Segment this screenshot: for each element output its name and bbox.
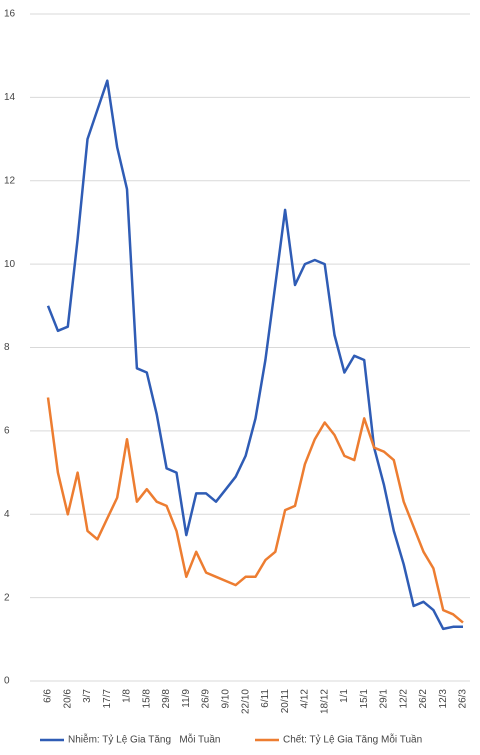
x-tick-label: 20/6 [62,689,73,709]
x-tick-label: 15/8 [141,689,152,709]
y-tick-label: 2 [4,592,10,603]
y-tick-label: 10 [4,259,16,270]
x-tick-label: 26/2 [418,689,429,709]
y-tick-label: 12 [4,175,16,186]
y-tick-label: 16 [4,9,16,20]
x-tick-label: 20/11 [280,689,291,714]
x-tick-label: 3/7 [82,689,93,703]
x-tick-label: 12/3 [438,689,449,709]
x-tick-label: 29/1 [379,689,390,709]
y-tick-label: 14 [4,92,16,103]
x-tick-label: 15/1 [359,689,370,709]
x-tick-label: 6/11 [260,689,271,708]
y-tick-label: 6 [4,426,10,437]
x-tick-label: 22/10 [240,689,251,714]
x-tick-label: 17/7 [102,689,113,709]
x-tick-label: 12/2 [398,689,409,709]
x-tick-label: 26/9 [201,689,212,709]
x-tick-label: 9/10 [220,689,231,709]
series-line [46,397,464,624]
y-tick-label: 8 [4,342,10,353]
y-tick-label: 4 [4,509,10,520]
x-tick-label: 4/12 [300,689,311,709]
x-tick-label: 11/9 [181,689,192,708]
legend-label: Nhiễm: Tỷ Lệ Gia Tăng Mỗi Tuần [68,733,220,746]
x-tick-label: 26/3 [458,689,469,709]
x-tick-label: 18/12 [319,689,330,714]
x-tick-label: 6/6 [43,689,54,703]
y-tick-label: 0 [4,676,10,687]
x-tick-label: 29/8 [161,689,172,709]
series-line [46,79,463,631]
x-tick-label: 1/8 [122,689,133,703]
legend-label: Chết: Tỷ Lệ Gia Tăng Mỗi Tuần [283,733,422,746]
x-tick-label: 1/1 [339,689,350,703]
